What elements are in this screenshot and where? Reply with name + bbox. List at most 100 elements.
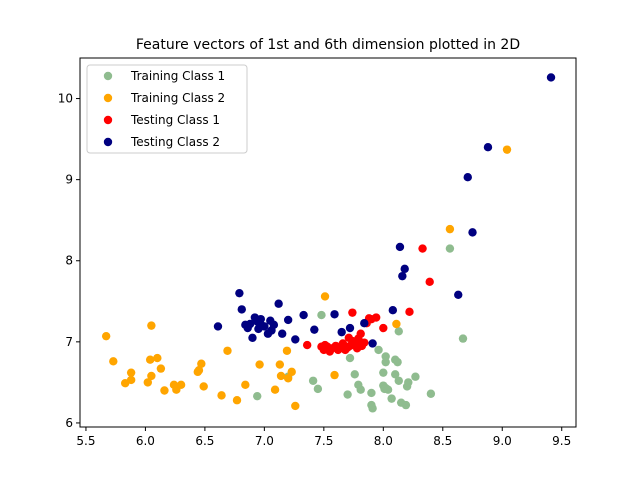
data-point-testing-class-2 xyxy=(468,228,477,237)
data-point-training-class-2 xyxy=(276,371,286,381)
data-point-training-class-2 xyxy=(156,364,166,373)
data-point-testing-class-1 xyxy=(302,340,312,350)
y-tick-label: 8 xyxy=(65,254,73,268)
data-point-training-class-1 xyxy=(374,345,383,355)
data-point-testing-class-2 xyxy=(248,333,257,342)
data-point-testing-class-2 xyxy=(274,299,283,308)
data-point-testing-class-2 xyxy=(235,288,244,298)
data-point-training-class-2 xyxy=(126,368,136,377)
data-point-training-class-2 xyxy=(502,145,512,154)
data-point-training-class-1 xyxy=(394,327,403,336)
data-point-testing-class-2 xyxy=(395,242,405,252)
data-point-testing-class-2 xyxy=(337,327,346,337)
legend-marker xyxy=(103,93,113,103)
data-point-training-class-2 xyxy=(445,224,455,234)
data-point-testing-class-1 xyxy=(379,323,388,333)
x-tick-label: 6.0 xyxy=(136,434,155,448)
data-point-training-class-2 xyxy=(287,367,296,377)
data-point-testing-class-2 xyxy=(483,143,493,152)
plot-area: 5.5 6.0 6.5 7.0 7.5 8.0 8.5 9.0 9.5 6 7 8 9 10 Trainin… xyxy=(58,57,577,448)
data-point-training-class-2 xyxy=(223,346,232,355)
data-point-testing-class-2 xyxy=(398,271,407,281)
data-point-training-class-2 xyxy=(270,385,280,394)
data-point-testing-class-2 xyxy=(269,320,279,330)
data-point-training-class-2 xyxy=(291,401,300,411)
data-point-training-class-1 xyxy=(391,370,400,379)
x-tick-label: 9.0 xyxy=(493,434,512,448)
data-point-training-class-2 xyxy=(283,374,293,383)
x-tick-label: 8.5 xyxy=(433,434,452,448)
data-point-testing-class-2 xyxy=(345,323,355,333)
data-point-testing-class-2 xyxy=(213,322,223,331)
data-point-training-class-1 xyxy=(393,357,402,367)
data-point-testing-class-1 xyxy=(360,338,369,347)
data-point-training-class-2 xyxy=(392,319,401,329)
data-point-testing-class-2 xyxy=(546,73,556,82)
legend-box xyxy=(86,64,248,154)
chart-title: Feature vectors of 1st and 6th dimension… xyxy=(136,37,520,53)
data-point-training-class-2 xyxy=(143,378,152,387)
data-point-training-class-1 xyxy=(367,388,376,398)
data-point-training-class-2 xyxy=(197,359,206,368)
data-point-testing-class-2 xyxy=(388,306,398,315)
data-point-training-class-2 xyxy=(255,360,264,369)
data-point-training-class-1 xyxy=(317,310,326,320)
data-point-testing-class-2 xyxy=(283,315,293,325)
data-point-training-class-1 xyxy=(458,334,468,343)
data-point-testing-class-2 xyxy=(256,314,265,324)
data-point-training-class-1 xyxy=(345,353,355,363)
data-point-testing-class-1 xyxy=(356,329,365,338)
data-point-testing-class-1 xyxy=(418,244,427,253)
legend-marker xyxy=(103,115,113,125)
data-point-testing-class-2 xyxy=(463,173,472,182)
data-point-testing-class-2 xyxy=(454,290,463,300)
data-point-training-class-1 xyxy=(383,385,393,394)
x-tick-label: 6.5 xyxy=(195,434,214,448)
data-point-training-class-1 xyxy=(368,404,377,413)
y-tick-label: 6 xyxy=(65,416,73,430)
data-point-testing-class-2 xyxy=(291,335,300,344)
y-tick-label: 10 xyxy=(58,92,73,106)
data-point-training-class-2 xyxy=(145,355,155,364)
data-point-training-class-2 xyxy=(217,391,226,400)
data-point-training-class-1 xyxy=(313,384,323,394)
data-point-training-class-2 xyxy=(330,370,339,380)
data-point-training-class-2 xyxy=(199,382,208,391)
data-point-testing-class-2 xyxy=(260,322,269,331)
data-point-training-class-2 xyxy=(282,346,292,355)
data-point-training-class-2 xyxy=(320,292,330,301)
data-point-training-class-2 xyxy=(153,353,162,363)
data-point-testing-class-2 xyxy=(400,264,409,274)
data-point-training-class-2 xyxy=(176,380,186,390)
y-tick-label: 9 xyxy=(65,173,73,187)
data-point-training-class-2 xyxy=(109,357,118,366)
data-point-training-class-1 xyxy=(253,391,262,401)
data-point-training-class-1 xyxy=(394,376,403,385)
data-point-testing-class-1 xyxy=(371,313,381,322)
data-point-testing-class-2 xyxy=(360,318,369,328)
data-point-testing-class-2 xyxy=(310,325,319,334)
x-tick-label: 8.0 xyxy=(374,434,393,448)
data-point-training-class-1 xyxy=(426,389,436,398)
data-point-testing-class-1 xyxy=(405,307,414,317)
data-point-testing-class-2 xyxy=(368,339,377,348)
data-point-testing-class-2 xyxy=(278,329,287,338)
data-point-training-class-1 xyxy=(387,394,396,403)
data-point-training-class-1 xyxy=(401,400,411,410)
x-tick-label: 7.5 xyxy=(314,434,333,448)
data-point-training-class-1 xyxy=(445,244,455,253)
data-point-training-class-2 xyxy=(275,360,285,369)
y-tick-label: 7 xyxy=(65,335,73,349)
data-point-testing-class-2 xyxy=(245,319,255,329)
data-point-testing-class-1 xyxy=(348,308,357,317)
data-point-training-class-1 xyxy=(379,368,388,377)
data-point-training-class-2 xyxy=(126,375,136,385)
data-point-training-class-1 xyxy=(411,372,420,381)
data-point-training-class-2 xyxy=(147,371,156,381)
axes-frame xyxy=(79,57,577,428)
data-point-training-class-2 xyxy=(194,366,204,375)
data-point-training-class-2 xyxy=(241,380,250,390)
data-point-training-class-2 xyxy=(147,321,156,330)
legend-label: Training Class 2 xyxy=(130,91,225,105)
